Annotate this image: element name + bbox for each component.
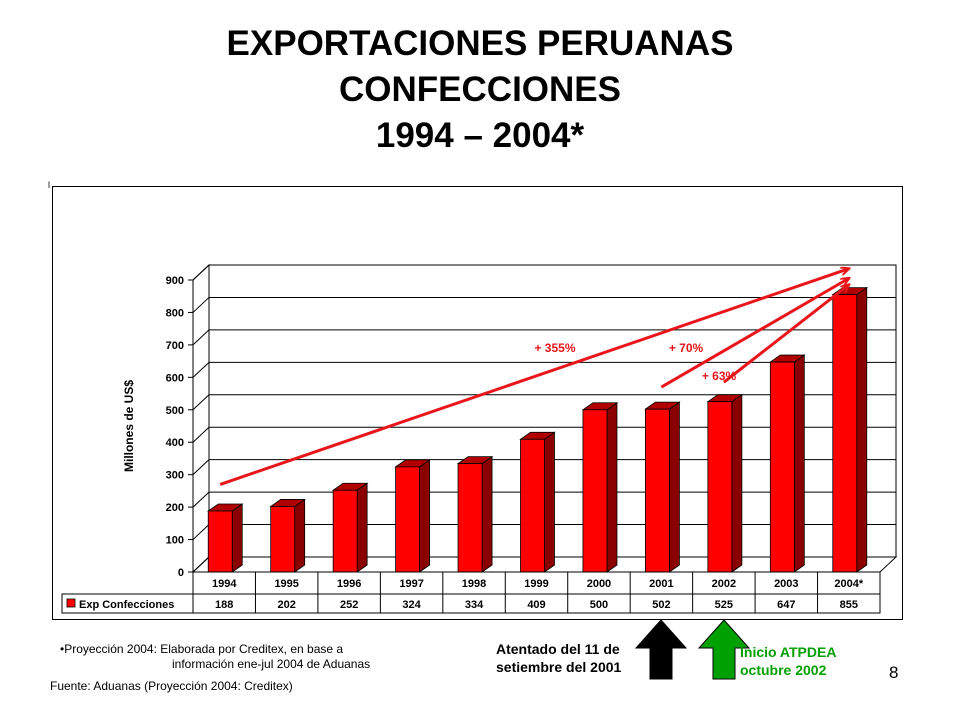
bar-side [481,455,493,573]
x-tick-label: 2001 [649,578,673,590]
bar-side [294,498,306,573]
bar-side [669,401,680,573]
event-label-atpdea: Inicio ATPDEA octubre 2002 [740,643,836,679]
title-line-3: 1994 – 2004* [375,116,585,155]
bar [644,401,681,573]
bar-front [832,294,858,573]
data-label: 502 [652,599,670,611]
bar-front [582,409,608,573]
bar-front [645,408,670,573]
growth-arrow [722,285,849,384]
y-tick-label: 500 [166,405,184,417]
data-label: 409 [527,599,545,611]
bar [394,459,431,573]
event-atpdea-line-1: Inicio ATPDEA [740,644,837,660]
data-label: 334 [465,599,484,611]
growth-arrow [660,278,848,389]
bar-front [395,466,420,573]
y-tick-label: 100 [166,535,184,547]
growth-label: + 70% [669,341,704,355]
bar-side [793,354,805,573]
y-tick-label: 600 [166,372,184,384]
event-arrow-atpdea [697,619,751,680]
bar [331,482,369,573]
data-label: 252 [340,599,358,611]
x-tick-label: 1995 [274,578,298,590]
bar-front [520,438,545,573]
stray-mark: l [48,180,50,190]
y-tick-label: 900 [166,275,184,287]
y-tick-label: 400 [166,437,184,449]
bar [519,431,556,573]
data-label: 647 [777,599,795,611]
y-tick-label: 0 [178,567,184,579]
x-tick-label: 1996 [337,578,361,590]
bar [581,402,619,573]
y-tick-label: 700 [166,340,184,352]
data-label: 525 [715,599,733,611]
source-note: Fuente: Aduanas (Proyección 2004: Credit… [50,679,293,693]
growth-label: + 355% [534,341,575,355]
page-number: 8 [889,663,899,682]
data-label: 500 [590,599,608,611]
x-tick-label: 1999 [524,578,548,590]
x-tick-label: 2002 [712,578,736,590]
bar [831,286,869,573]
bar-front [270,506,296,573]
x-tick-label: 1998 [462,578,486,590]
bar-side [606,402,618,573]
bar-side [231,503,243,573]
legend-swatch [66,598,76,608]
data-label: 324 [402,599,421,611]
bar-front [707,401,733,573]
x-tick-label: 2000 [587,578,611,590]
y-tick-label: 300 [166,470,184,482]
y-axis-title: Millones de US$ [122,380,136,472]
gridline [192,296,896,313]
title-line-2: CONFECCIONES [339,70,621,109]
data-label: 855 [840,599,858,611]
bar [206,503,244,573]
bar-side [419,459,430,573]
bar [769,354,806,573]
bar-side [544,431,555,573]
y-tick-label: 800 [166,307,184,319]
x-tick-label: 1997 [399,578,423,590]
bar [269,498,306,573]
event-label-sept-11: Atentado del 11 de setiembre del 2001 [496,640,621,676]
bar-front [769,361,795,573]
growth-arrow [219,269,849,486]
bar-front [457,463,483,573]
bar-side [731,393,743,573]
data-label: 188 [215,599,233,611]
bar-side [856,286,868,573]
legend-label: Exp Confecciones [79,599,174,611]
x-tick-label: 2003 [774,578,798,590]
growth-label: + 63% [702,369,737,383]
event-arrow-sept-11 [634,619,688,680]
bar-side [356,482,368,573]
y-tick-label: 200 [166,502,184,514]
gridline [192,361,896,378]
event-sept-11-line-2: setiembre del 2001 [496,659,622,675]
chart-side-wall [192,263,210,574]
x-tick-label: 2004* [834,578,863,590]
chart-frame [52,186,903,620]
gridline [192,394,896,411]
bar [456,455,494,573]
projection-note-line-1: •Proyección 2004: Elaborada por Creditex… [60,642,344,656]
gridline [192,264,896,281]
bar [706,393,744,573]
x-tick-label: 1994 [212,578,237,590]
title-line-1: EXPORTACIONES PERUANAS [226,24,734,63]
projection-note-line-2: información ene-jul 2004 de Aduanas [172,657,371,671]
event-atpdea-line-2: octubre 2002 [740,662,827,678]
bar-front [332,489,358,573]
event-sept-11-line-1: Atentado del 11 de [496,641,620,657]
bar-front [207,510,233,573]
data-label: 202 [278,599,296,611]
